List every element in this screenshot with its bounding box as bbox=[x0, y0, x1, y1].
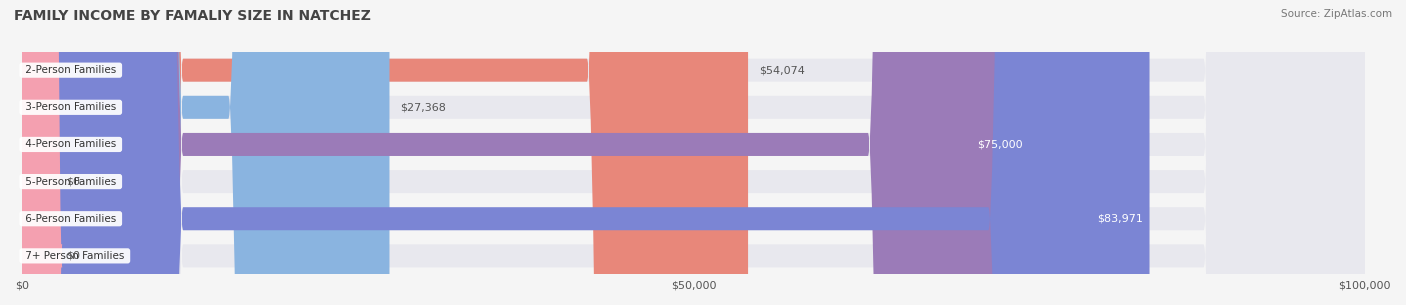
Text: 7+ Person Families: 7+ Person Families bbox=[22, 251, 128, 261]
Text: $83,971: $83,971 bbox=[1097, 214, 1143, 224]
FancyBboxPatch shape bbox=[22, 0, 1365, 305]
Text: $0: $0 bbox=[66, 177, 80, 187]
FancyBboxPatch shape bbox=[22, 0, 1365, 305]
Text: 2-Person Families: 2-Person Families bbox=[22, 65, 120, 75]
Text: 6-Person Families: 6-Person Families bbox=[22, 214, 120, 224]
Text: $0: $0 bbox=[66, 251, 80, 261]
Text: Source: ZipAtlas.com: Source: ZipAtlas.com bbox=[1281, 9, 1392, 19]
FancyBboxPatch shape bbox=[15, 0, 62, 305]
FancyBboxPatch shape bbox=[22, 0, 1365, 305]
FancyBboxPatch shape bbox=[22, 0, 1150, 305]
FancyBboxPatch shape bbox=[22, 0, 1365, 305]
FancyBboxPatch shape bbox=[15, 0, 62, 305]
Text: $27,368: $27,368 bbox=[401, 102, 446, 112]
FancyBboxPatch shape bbox=[22, 0, 1365, 305]
FancyBboxPatch shape bbox=[22, 0, 389, 305]
Text: 4-Person Families: 4-Person Families bbox=[22, 139, 120, 149]
FancyBboxPatch shape bbox=[22, 0, 1365, 305]
Text: 5-Person Families: 5-Person Families bbox=[22, 177, 120, 187]
FancyBboxPatch shape bbox=[22, 0, 1029, 305]
Text: 3-Person Families: 3-Person Families bbox=[22, 102, 120, 112]
Text: $75,000: $75,000 bbox=[977, 139, 1022, 149]
Text: $54,074: $54,074 bbox=[759, 65, 804, 75]
FancyBboxPatch shape bbox=[22, 0, 748, 305]
Text: FAMILY INCOME BY FAMALIY SIZE IN NATCHEZ: FAMILY INCOME BY FAMALIY SIZE IN NATCHEZ bbox=[14, 9, 371, 23]
